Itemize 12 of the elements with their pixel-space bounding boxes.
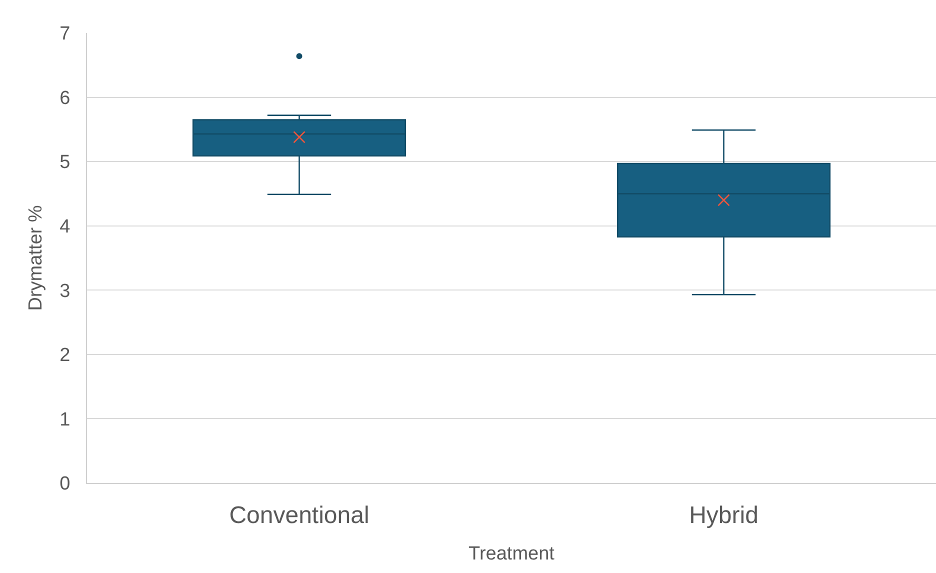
y-tick-label: 3 <box>60 280 70 302</box>
y-tick-label: 4 <box>60 216 71 238</box>
y-tick-label: 0 <box>60 474 70 495</box>
y-axis-title: Drymatter % <box>25 205 46 311</box>
y-tick-label: 7 <box>60 24 70 45</box>
y-tick-label: 1 <box>60 409 70 430</box>
y-tick-label: 5 <box>60 152 70 174</box>
x-tick-label: Hybrid <box>689 502 758 529</box>
y-tick-label: 6 <box>60 88 70 109</box>
x-tick-label: Conventional <box>229 502 370 529</box>
x-axis-title: Treatment <box>468 544 556 565</box>
y-tick-label: 2 <box>60 345 70 366</box>
